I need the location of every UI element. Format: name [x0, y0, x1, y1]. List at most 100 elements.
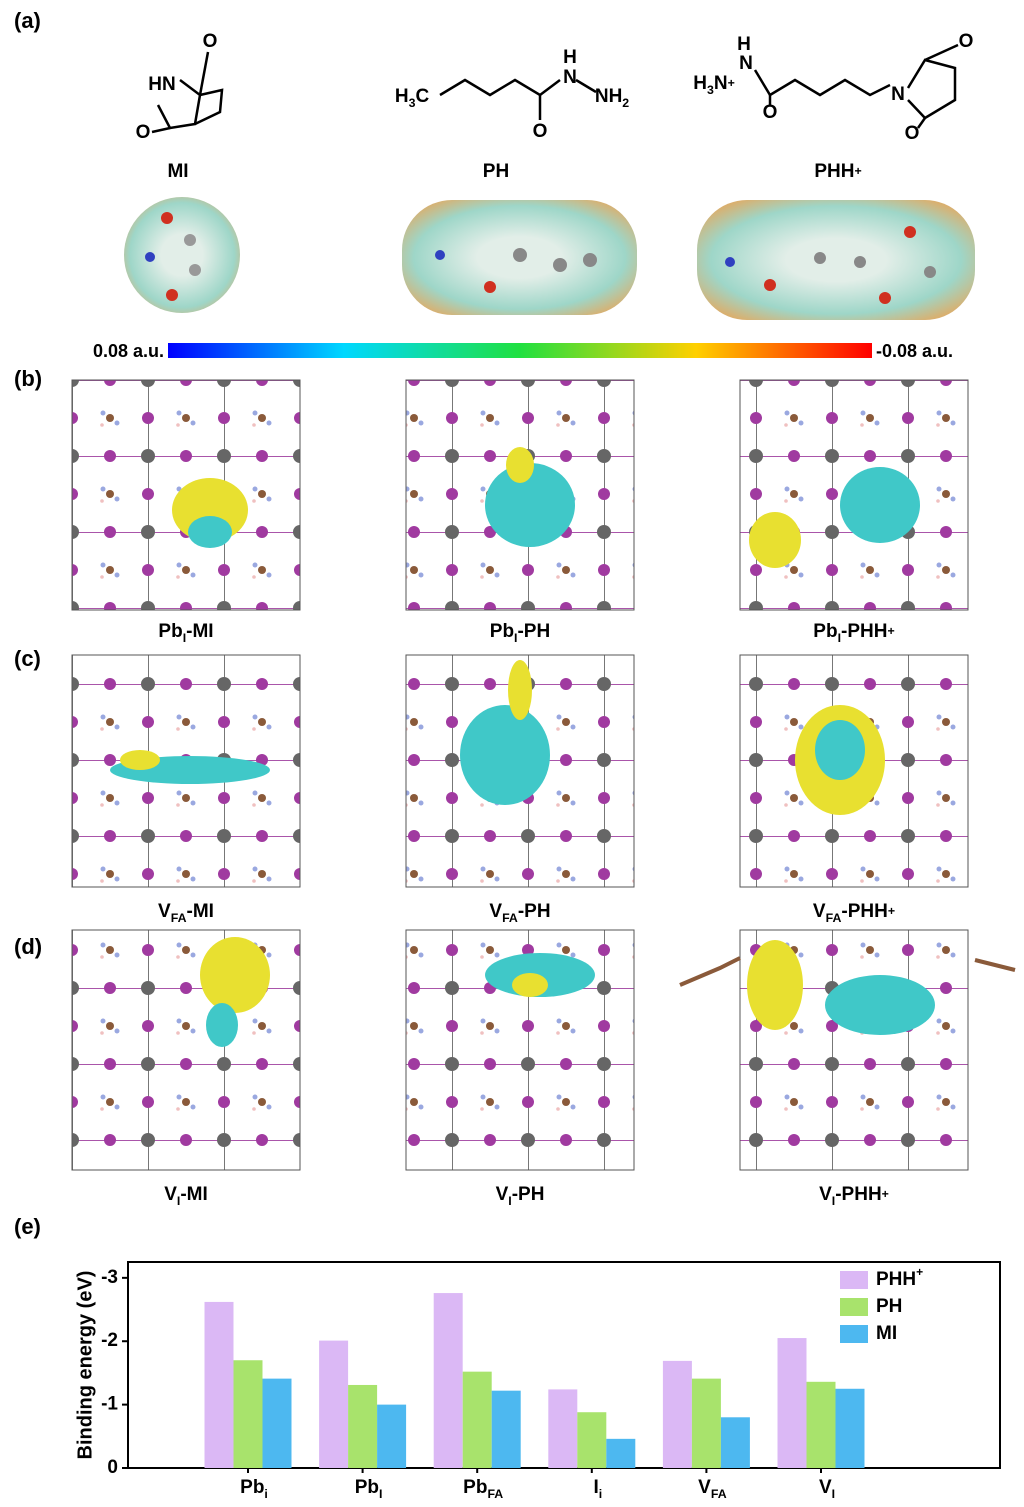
atom-label: H [563, 47, 577, 68]
text-part: Pb [463, 1477, 487, 1498]
text-part: V [698, 1477, 711, 1498]
bar [777, 1338, 807, 1468]
text-part: H [563, 47, 577, 68]
text-part: N [739, 53, 753, 74]
text-part: H [693, 73, 707, 94]
text-part: Pb [490, 621, 514, 642]
atom-label: H [737, 34, 751, 55]
x-tick-label: Ii [593, 1477, 602, 1501]
atom-label: O [959, 31, 974, 52]
molecule-name: PHH+ [814, 161, 861, 182]
bar [577, 1412, 607, 1468]
y-tick-label: -3 [101, 1267, 118, 1288]
bar [491, 1390, 521, 1468]
legend-swatch [840, 1271, 868, 1289]
subscript: i [599, 1487, 602, 1501]
text-part: C [415, 86, 429, 107]
molecule-name: PH [483, 161, 509, 182]
subscript: FA [711, 1487, 727, 1501]
subscript: FA [502, 911, 518, 925]
subscript: i [264, 1487, 267, 1501]
structure-label: VFA-PH [489, 901, 550, 925]
supscript: + [887, 624, 894, 638]
legend-label: PHH+ [876, 1265, 923, 1290]
bar [319, 1340, 349, 1468]
y-axis-label: Binding energy (eV) [74, 1271, 96, 1460]
text-part: V [164, 1184, 177, 1205]
legend-label: PH [876, 1296, 902, 1317]
bar [348, 1384, 378, 1468]
molecule-name: MI [167, 161, 188, 182]
bar [377, 1404, 407, 1468]
subscript: I [379, 1487, 382, 1501]
structure-label: PbI-PHH+ [813, 621, 894, 645]
text-part: -PH [517, 621, 550, 642]
atom-label: N [739, 53, 753, 74]
text-part: -MI [187, 901, 214, 922]
subscript: FA [171, 911, 187, 925]
supscript: + [882, 1187, 889, 1201]
supscript: + [888, 904, 895, 918]
atom-label: HN [148, 74, 175, 95]
atom-label: NH2 [595, 86, 629, 110]
text-part: -PHH [835, 1184, 881, 1205]
panel-label: (c) [14, 646, 41, 671]
structure-label: PbI-PH [490, 621, 550, 645]
subscript: FA [826, 911, 842, 925]
supscript: + [728, 76, 735, 90]
subscript: I [832, 1487, 835, 1501]
subscript: I [832, 1194, 835, 1208]
text-part: N [595, 86, 609, 107]
text-part: N [714, 73, 728, 94]
atom-label: O [905, 123, 920, 144]
bar [462, 1371, 492, 1468]
text-part: PHH [876, 1269, 916, 1290]
text-part: PHH [814, 161, 854, 182]
x-tick-label: PbI [355, 1477, 383, 1501]
subscript: 3 [409, 96, 416, 110]
legend-label: MI [876, 1323, 897, 1344]
subscript: I [514, 631, 517, 645]
bar [262, 1378, 292, 1468]
structure-label: VI-PH [496, 1184, 545, 1208]
text-part: O [136, 122, 151, 143]
text-part: -PHH [841, 621, 887, 642]
x-tick-label: VFA [698, 1477, 727, 1501]
text-part: O [203, 31, 218, 52]
subscript: 3 [707, 83, 714, 97]
subscript: FA [487, 1487, 503, 1501]
text-part: -MI [186, 621, 213, 642]
text-part: -PHH [841, 901, 887, 922]
text-part: Pb [158, 621, 182, 642]
atom-label: H3C [395, 86, 430, 110]
bar [691, 1378, 721, 1468]
subscript: I [838, 631, 841, 645]
text-part: O [905, 123, 920, 144]
panel-label: (a) [14, 8, 41, 33]
panel-label: (d) [14, 934, 42, 959]
bar [720, 1417, 750, 1468]
text-part: V [158, 901, 171, 922]
panel-label: (b) [14, 366, 42, 391]
text-part: O [763, 102, 778, 123]
bar [662, 1360, 692, 1468]
x-tick-label: PbFA [463, 1477, 503, 1501]
text-part: H [737, 34, 751, 55]
atom-label: O [533, 121, 548, 142]
esp-maps [124, 197, 975, 358]
y-tick-label: 0 [107, 1457, 118, 1478]
subscript: I [508, 1194, 511, 1208]
bar [433, 1293, 463, 1468]
text-part: Pb [355, 1477, 379, 1498]
text-part: MI [876, 1323, 897, 1344]
molecule-drawings [151, 43, 959, 134]
atom-label: N [891, 84, 905, 105]
colorbar-min-label: 0.08 a.u. [93, 341, 164, 361]
text-part: V [489, 901, 502, 922]
x-tick-label: Pbi [240, 1477, 268, 1501]
structure-label: VI-PHH+ [819, 1184, 889, 1208]
text-part: V [813, 901, 826, 922]
text-part: V [496, 1184, 509, 1205]
